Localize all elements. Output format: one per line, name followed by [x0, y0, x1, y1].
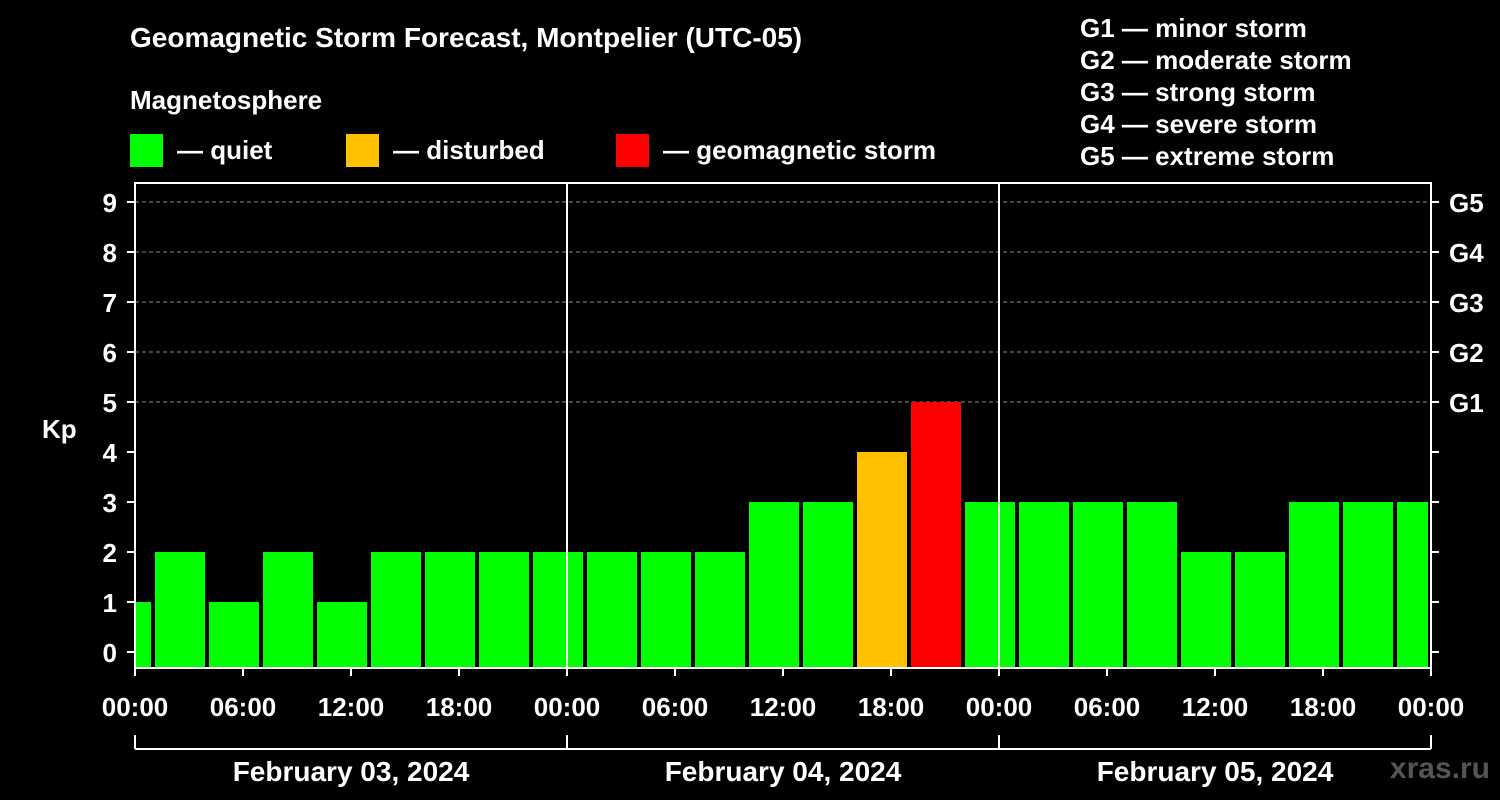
- y-tick-label: 0: [103, 638, 117, 668]
- legend-swatch-quiet: [130, 133, 163, 167]
- x-tick-label: 00:00: [102, 692, 169, 722]
- g-axis-label: G5: [1449, 188, 1484, 218]
- g-axis-label: G3: [1449, 288, 1484, 318]
- bar-quiet: [1289, 502, 1339, 668]
- x-tick-label: 06:00: [642, 692, 709, 722]
- day-label: February 03, 2024: [233, 756, 470, 787]
- bar-quiet: [695, 552, 745, 668]
- chart-title: Geomagnetic Storm Forecast, Montpelier (…: [130, 22, 803, 53]
- bar-series: [136, 402, 1428, 668]
- bar-quiet: [1127, 502, 1177, 668]
- x-tick-label: 00:00: [1398, 692, 1465, 722]
- bar-quiet: [965, 502, 1015, 668]
- y-tick-label: 7: [103, 288, 117, 318]
- y-tick-label: 1: [103, 588, 117, 618]
- y-tick-label: 6: [103, 338, 117, 368]
- bar-quiet: [1181, 552, 1231, 668]
- x-tick-label: 18:00: [426, 692, 493, 722]
- y-axis-label: Kp: [42, 414, 77, 444]
- y-tick-label: 2: [103, 538, 117, 568]
- x-tick-label: 00:00: [534, 692, 601, 722]
- x-tick-label: 12:00: [318, 692, 385, 722]
- bar-quiet: [1019, 502, 1069, 668]
- x-tick-label: 18:00: [858, 692, 925, 722]
- legend-swatch-disturbed: [346, 133, 379, 167]
- bar-quiet: [749, 502, 799, 668]
- g-level-item: G4 — severe storm: [1080, 109, 1318, 139]
- bar-quiet: [533, 552, 583, 668]
- bar-quiet: [803, 502, 853, 668]
- bar-storm: [911, 402, 961, 668]
- y-tick-label: 3: [103, 488, 117, 518]
- g-axis-label: G1: [1449, 388, 1484, 418]
- g-axis-label: G2: [1449, 338, 1484, 368]
- legend-item-storm: — geomagnetic storm: [616, 133, 936, 167]
- legend-swatch-storm: [616, 133, 649, 167]
- bar-quiet: [641, 552, 691, 668]
- legend-subtitle: Magnetosphere: [130, 85, 323, 115]
- x-tick-label: 12:00: [1182, 692, 1249, 722]
- legend-label-storm: — geomagnetic storm: [663, 134, 937, 165]
- bar-quiet: [1397, 502, 1428, 668]
- legend-item-disturbed: — disturbed: [346, 133, 545, 167]
- bar-quiet: [1073, 502, 1123, 668]
- y-tick-label: 4: [103, 438, 118, 468]
- y-tick-label: 5: [103, 388, 117, 418]
- bar-quiet: [209, 602, 259, 668]
- watermark: xras.ru: [1389, 752, 1490, 785]
- g-axis-label: G4: [1449, 238, 1484, 268]
- x-tick-label: 18:00: [1290, 692, 1357, 722]
- g-level-item: G3 — strong storm: [1080, 77, 1316, 107]
- bar-quiet: [587, 552, 637, 668]
- bar-quiet: [1235, 552, 1285, 668]
- g-level-item: G2 — moderate storm: [1080, 45, 1352, 75]
- x-tick-label: 06:00: [210, 692, 277, 722]
- bar-quiet: [317, 602, 367, 668]
- bar-quiet: [263, 552, 313, 668]
- x-tick-label: 00:00: [966, 692, 1033, 722]
- bar-quiet: [136, 602, 151, 668]
- bar-quiet: [425, 552, 475, 668]
- legend-label-disturbed: — disturbed: [393, 134, 545, 165]
- g-level-item: G1 — minor storm: [1080, 13, 1307, 43]
- day-label: February 05, 2024: [1097, 756, 1334, 787]
- bar-disturbed: [857, 452, 907, 668]
- y-tick-label: 9: [103, 188, 117, 218]
- x-tick-label: 06:00: [1074, 692, 1141, 722]
- axes: 0 1 2 3 4 5 6 7 8 9 G1 G2 G3 G4 G5 Kp 00:00 06:00 12:00 18:…: [42, 182, 1484, 787]
- x-tick-label: 12:00: [750, 692, 817, 722]
- g-level-item: G5 — extreme storm: [1080, 141, 1335, 171]
- legend-label-quiet: — quiet: [177, 134, 273, 165]
- g-level-legend: G1 — minor storm G2 — moderate storm G3 …: [1080, 12, 1352, 172]
- y-tick-label: 8: [103, 238, 117, 268]
- legend-item-quiet: — quiet: [130, 133, 272, 167]
- grid-lines: [135, 201, 1431, 403]
- bar-quiet: [1343, 502, 1393, 668]
- bar-quiet: [371, 552, 421, 668]
- day-label: February 04, 2024: [665, 756, 902, 787]
- bar-quiet: [479, 552, 529, 668]
- bar-quiet: [155, 552, 205, 668]
